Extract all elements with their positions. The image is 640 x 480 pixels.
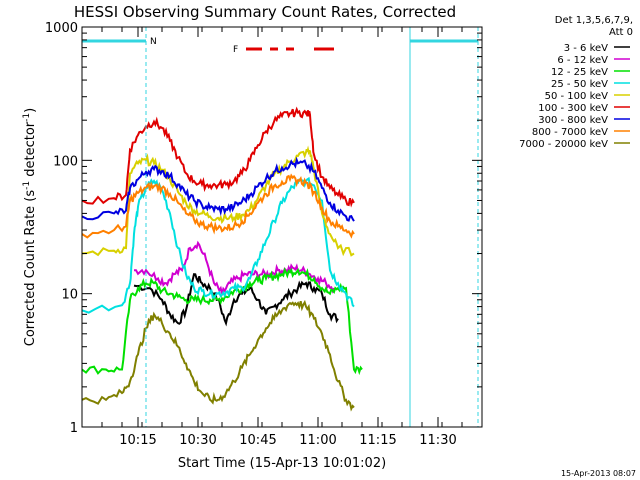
series-line-7 [81, 173, 355, 239]
axes: 1 10 100 1000 10:15 10:30 10:45 11:00 11:15 11:30 [45, 21, 483, 448]
y-tick-label: 10 [61, 288, 78, 303]
legend-label-3: 25 - 50 keV [551, 79, 608, 90]
x-tick-label: 11:15 [359, 433, 396, 448]
x-tick-label: 10:30 [179, 433, 216, 448]
x-tick-label: 10:15 [119, 433, 156, 448]
legend-header-line: Att 0 [609, 27, 633, 38]
legend-header-line: Det 1,3,5,6,7,9, [555, 15, 633, 26]
footer-timestamp: 15-Apr-2013 08:07 [561, 469, 636, 478]
flare-label: F [233, 45, 238, 55]
legend-label-6: 300 - 800 keV [538, 115, 608, 126]
series-line-1 [134, 240, 335, 294]
legend-label-1: 6 - 12 keV [557, 55, 608, 66]
legend-label-2: 12 - 25 keV [551, 67, 608, 78]
legend-label-7: 800 - 7000 keV [532, 127, 608, 138]
x-tick-label: 11:00 [299, 433, 336, 448]
x-tick-label: 11:30 [419, 433, 456, 448]
y-tick-label: 100 [53, 154, 78, 169]
chart-title: HESSI Observing Summary Count Rates, Cor… [74, 3, 456, 21]
legend-label-0: 3 - 6 keV [564, 43, 608, 54]
series-line-4 [81, 145, 355, 257]
y-tick-label: 1 [70, 421, 78, 436]
x-axis-label: Start Time (15-Apr-13 10:01:02) [178, 456, 386, 471]
series-line-6 [81, 156, 355, 222]
x-tick-label: 10:45 [239, 433, 276, 448]
series-line-2 [81, 267, 363, 376]
observation-markers: NF [82, 27, 479, 427]
legend-label-5: 100 - 300 keV [538, 103, 608, 114]
plot-area [81, 106, 363, 412]
y-axis-label: Corrected Count Rate (s-1 detector-1) [22, 108, 38, 346]
legend-label-8: 7000 - 20000 keV [519, 139, 608, 150]
series-line-8 [81, 299, 355, 412]
series-line-0 [133, 273, 339, 327]
series-line-5 [81, 106, 355, 208]
legend-label-4: 50 - 100 keV [545, 91, 609, 102]
night-label: N [150, 37, 157, 47]
series-line-3 [81, 176, 355, 314]
y-tick-label: 1000 [45, 21, 78, 36]
